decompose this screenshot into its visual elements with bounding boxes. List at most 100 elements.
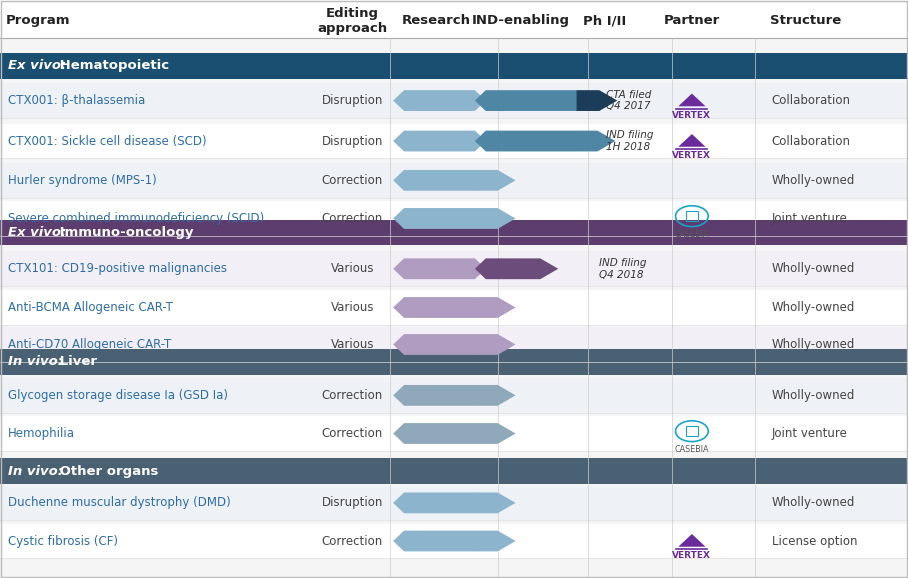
Text: IND-enabling: IND-enabling (472, 14, 570, 27)
Polygon shape (393, 131, 486, 151)
Text: VERTEX: VERTEX (673, 151, 711, 160)
Text: Disruption: Disruption (321, 135, 383, 147)
FancyBboxPatch shape (0, 163, 908, 198)
FancyBboxPatch shape (0, 124, 908, 158)
Polygon shape (678, 534, 706, 547)
FancyBboxPatch shape (0, 83, 908, 118)
Text: Joint venture: Joint venture (772, 427, 848, 440)
Text: In vivo:: In vivo: (8, 355, 64, 368)
Text: Hurler syndrome (MPS-1): Hurler syndrome (MPS-1) (8, 174, 157, 187)
Polygon shape (475, 208, 516, 229)
Text: Wholly-owned: Wholly-owned (772, 174, 855, 187)
Polygon shape (475, 531, 516, 551)
Text: Hemophilia: Hemophilia (8, 427, 75, 440)
Text: Correction: Correction (321, 174, 383, 187)
Polygon shape (393, 297, 486, 318)
Text: Ex vivo:: Ex vivo: (8, 226, 66, 239)
Text: Hematopoietic: Hematopoietic (54, 60, 169, 72)
Polygon shape (475, 258, 528, 279)
Text: Disruption: Disruption (321, 497, 383, 509)
Text: Various: Various (331, 262, 374, 275)
Text: Joint venture: Joint venture (772, 212, 848, 225)
Polygon shape (393, 531, 486, 551)
Polygon shape (475, 492, 516, 513)
FancyBboxPatch shape (0, 378, 908, 413)
Polygon shape (678, 134, 706, 147)
Text: Collaboration: Collaboration (772, 94, 851, 107)
Text: Other organs: Other organs (54, 465, 158, 477)
Polygon shape (393, 334, 486, 355)
FancyBboxPatch shape (0, 486, 908, 520)
Polygon shape (475, 297, 516, 318)
FancyBboxPatch shape (0, 349, 908, 375)
Text: Duchenne muscular dystrophy (DMD): Duchenne muscular dystrophy (DMD) (8, 497, 231, 509)
FancyBboxPatch shape (0, 327, 908, 362)
Text: License option: License option (772, 535, 857, 547)
Text: Correction: Correction (321, 535, 383, 547)
Text: Anti-BCMA Allogeneic CAR-T: Anti-BCMA Allogeneic CAR-T (8, 301, 173, 314)
Text: Various: Various (331, 338, 374, 351)
Polygon shape (475, 131, 587, 151)
Text: CASEBIA: CASEBIA (675, 445, 709, 454)
Text: Program: Program (5, 14, 70, 27)
Text: Editing
approach: Editing approach (317, 7, 388, 35)
FancyBboxPatch shape (0, 524, 908, 558)
Polygon shape (577, 131, 616, 151)
Text: Liver: Liver (54, 355, 96, 368)
Polygon shape (393, 170, 486, 191)
Polygon shape (393, 423, 486, 444)
Polygon shape (678, 94, 706, 106)
Polygon shape (393, 208, 486, 229)
Polygon shape (475, 423, 516, 444)
FancyBboxPatch shape (0, 201, 908, 236)
Text: CTA filed
Q4 2017: CTA filed Q4 2017 (606, 90, 651, 112)
Text: Cystic fibrosis (CF): Cystic fibrosis (CF) (8, 535, 118, 547)
Polygon shape (393, 385, 486, 406)
Text: Research: Research (401, 14, 470, 27)
Polygon shape (475, 334, 516, 355)
Text: Correction: Correction (321, 212, 383, 225)
Text: Wholly-owned: Wholly-owned (772, 497, 855, 509)
FancyBboxPatch shape (0, 458, 908, 484)
Polygon shape (475, 170, 516, 191)
Text: Various: Various (331, 301, 374, 314)
Text: Correction: Correction (321, 389, 383, 402)
Text: Anti-CD70 Allogeneic CAR-T: Anti-CD70 Allogeneic CAR-T (8, 338, 172, 351)
Text: CASEBIA: CASEBIA (675, 230, 709, 239)
FancyBboxPatch shape (0, 220, 908, 245)
Text: Glycogen storage disease Ia (GSD Ia): Glycogen storage disease Ia (GSD Ia) (8, 389, 228, 402)
FancyBboxPatch shape (0, 290, 908, 325)
FancyBboxPatch shape (0, 416, 908, 451)
Polygon shape (393, 90, 486, 111)
FancyBboxPatch shape (0, 0, 908, 38)
Text: IND filing
Q4 2018: IND filing Q4 2018 (599, 258, 646, 280)
Text: In vivo:: In vivo: (8, 465, 64, 477)
Text: Immuno-oncology: Immuno-oncology (54, 226, 193, 239)
Text: Wholly-owned: Wholly-owned (772, 262, 855, 275)
Text: Wholly-owned: Wholly-owned (772, 389, 855, 402)
Text: CTX101: CD19-positive malignancies: CTX101: CD19-positive malignancies (8, 262, 227, 275)
Text: CTX001: β-thalassemia: CTX001: β-thalassemia (8, 94, 145, 107)
Text: Partner: Partner (664, 14, 720, 27)
Text: Collaboration: Collaboration (772, 135, 851, 147)
Polygon shape (518, 258, 558, 279)
Text: Ex vivo:: Ex vivo: (8, 60, 66, 72)
Polygon shape (475, 90, 587, 111)
Polygon shape (393, 258, 486, 279)
Text: IND filing
1H 2018: IND filing 1H 2018 (606, 130, 653, 152)
Text: Correction: Correction (321, 427, 383, 440)
Text: VERTEX: VERTEX (673, 551, 711, 560)
FancyBboxPatch shape (0, 251, 908, 286)
Text: Ph I/II: Ph I/II (583, 14, 627, 27)
Text: Disruption: Disruption (321, 94, 383, 107)
Polygon shape (393, 492, 486, 513)
Text: CTX001: Sickle cell disease (SCD): CTX001: Sickle cell disease (SCD) (8, 135, 207, 147)
Text: Wholly-owned: Wholly-owned (772, 338, 855, 351)
FancyBboxPatch shape (0, 53, 908, 79)
Text: Severe combined immunodeficiency (SCID): Severe combined immunodeficiency (SCID) (8, 212, 264, 225)
Text: Structure: Structure (770, 14, 841, 27)
Polygon shape (577, 90, 617, 111)
Text: VERTEX: VERTEX (673, 111, 711, 120)
Text: Wholly-owned: Wholly-owned (772, 301, 855, 314)
Polygon shape (475, 385, 516, 406)
